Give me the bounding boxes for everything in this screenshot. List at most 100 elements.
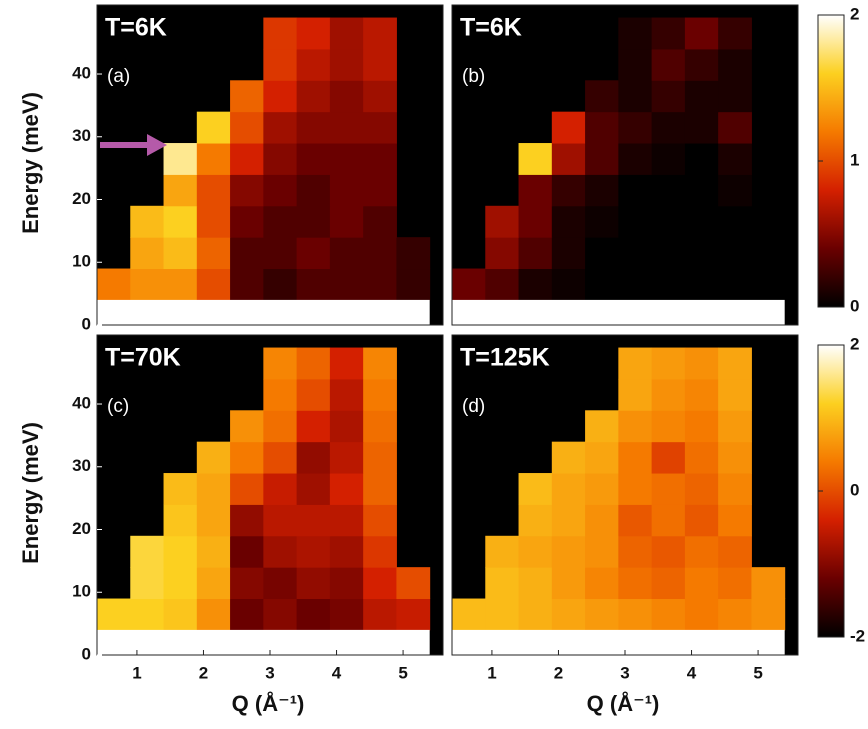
heatmap-cell <box>130 268 165 301</box>
heatmap-cell <box>296 205 331 238</box>
heatmap-cell <box>329 111 364 144</box>
x-tick-label: 4 <box>332 663 342 682</box>
heatmap-cell <box>518 205 553 238</box>
heatmap-cell <box>196 598 231 631</box>
heatmap-cell <box>651 504 686 537</box>
heatmap-cell <box>230 205 264 238</box>
heatmap-cell <box>230 237 264 270</box>
heatmap-cell <box>551 473 586 505</box>
heatmap-cell <box>684 378 719 411</box>
heatmap-cell <box>196 174 231 207</box>
y-tick-label: 10 <box>72 252 91 271</box>
heatmap-cell <box>363 268 397 301</box>
heatmap-cell <box>296 347 331 380</box>
masked-strip <box>97 299 430 325</box>
heatmap-cell <box>329 48 364 81</box>
heatmap-cell <box>585 504 619 537</box>
heatmap-cell <box>263 441 298 474</box>
heatmap-cell <box>130 205 165 238</box>
heatmap-cell <box>130 598 165 631</box>
heatmap-cell <box>230 567 264 600</box>
heatmap-cell <box>329 410 364 443</box>
heatmap-cell <box>296 268 331 301</box>
heatmap-cell <box>684 473 719 505</box>
heatmap-cell <box>296 567 331 600</box>
heatmap-cell <box>296 441 331 474</box>
heatmap-cell <box>718 237 752 270</box>
heatmap-cell <box>684 205 719 238</box>
heatmap-cell <box>363 48 397 81</box>
heatmap-cell <box>618 205 653 238</box>
heatmap-cell <box>263 174 298 207</box>
heatmap-cell <box>163 473 198 505</box>
heatmap-cell <box>718 205 752 238</box>
heatmap-cell <box>296 80 331 113</box>
heatmap-cell <box>651 80 686 113</box>
x-axis-label: Q (Å⁻¹) <box>587 690 660 716</box>
heatmap-cell <box>230 504 264 537</box>
y-tick-label: 0 <box>82 644 91 663</box>
heatmap-cell <box>363 441 397 474</box>
heatmap-cell <box>363 205 397 238</box>
heatmap-cell <box>196 567 231 600</box>
heatmap-cell <box>263 205 298 238</box>
heatmap-cell <box>684 237 719 270</box>
heatmap-cell <box>684 504 719 537</box>
heatmap-cell <box>485 598 520 631</box>
heatmap-cell <box>363 347 397 380</box>
heatmap-cell <box>263 598 298 631</box>
heatmap-cell <box>651 111 686 144</box>
heatmap-cell <box>329 347 364 380</box>
x-tick-label: 4 <box>687 663 697 682</box>
heatmap-cell <box>618 598 653 631</box>
heatmap-cell <box>97 598 131 631</box>
heatmap-cell <box>618 535 653 568</box>
heatmap-cell <box>296 111 331 144</box>
heatmap-cell <box>618 473 653 505</box>
heatmap-cell <box>651 48 686 81</box>
heatmap-cell <box>618 504 653 537</box>
heatmap-cell <box>396 598 431 631</box>
heatmap-cell <box>230 473 264 505</box>
heatmap-cell <box>329 567 364 600</box>
heatmap-cell <box>396 567 431 600</box>
y-tick-label: 40 <box>72 394 91 413</box>
heatmap-cell <box>718 268 752 301</box>
colorbar-tick-label: 1 <box>850 150 859 169</box>
heatmap-cell <box>485 567 520 600</box>
heatmap-cell <box>196 205 231 238</box>
heatmap-cell <box>263 48 298 81</box>
cells <box>452 347 786 631</box>
heatmap-cell <box>329 535 364 568</box>
heatmap-cell <box>618 268 653 301</box>
heatmap-cell <box>684 80 719 113</box>
heatmap-cell <box>551 268 586 301</box>
x-tick-label: 3 <box>265 663 274 682</box>
heatmap-cell <box>363 535 397 568</box>
colorbar-tick-label: -2 <box>850 626 865 645</box>
heatmap-cell <box>618 48 653 81</box>
heatmap-cell <box>718 567 752 600</box>
heatmap-cell <box>329 473 364 505</box>
heatmap-cell <box>585 473 619 505</box>
heatmap-cell <box>263 504 298 537</box>
heatmap-cell <box>618 111 653 144</box>
heatmap-cell <box>718 347 752 380</box>
heatmap-cell <box>396 268 431 301</box>
y-tick-label: 10 <box>72 582 91 601</box>
heatmap-cell <box>718 80 752 113</box>
heatmap-cell <box>130 535 165 568</box>
heatmap-cell <box>363 80 397 113</box>
heatmap-cell <box>651 143 686 175</box>
heatmap-cell <box>296 473 331 505</box>
heatmap-cell <box>585 441 619 474</box>
heatmap-cell <box>230 410 264 443</box>
heatmap-cell <box>263 378 298 411</box>
x-axis-label: Q (Å⁻¹) <box>232 690 305 716</box>
heatmap-cell <box>363 473 397 505</box>
heatmap-cell <box>263 237 298 270</box>
heatmap-cell <box>263 143 298 175</box>
heatmap-cell <box>363 111 397 144</box>
heatmap-cell <box>230 111 264 144</box>
